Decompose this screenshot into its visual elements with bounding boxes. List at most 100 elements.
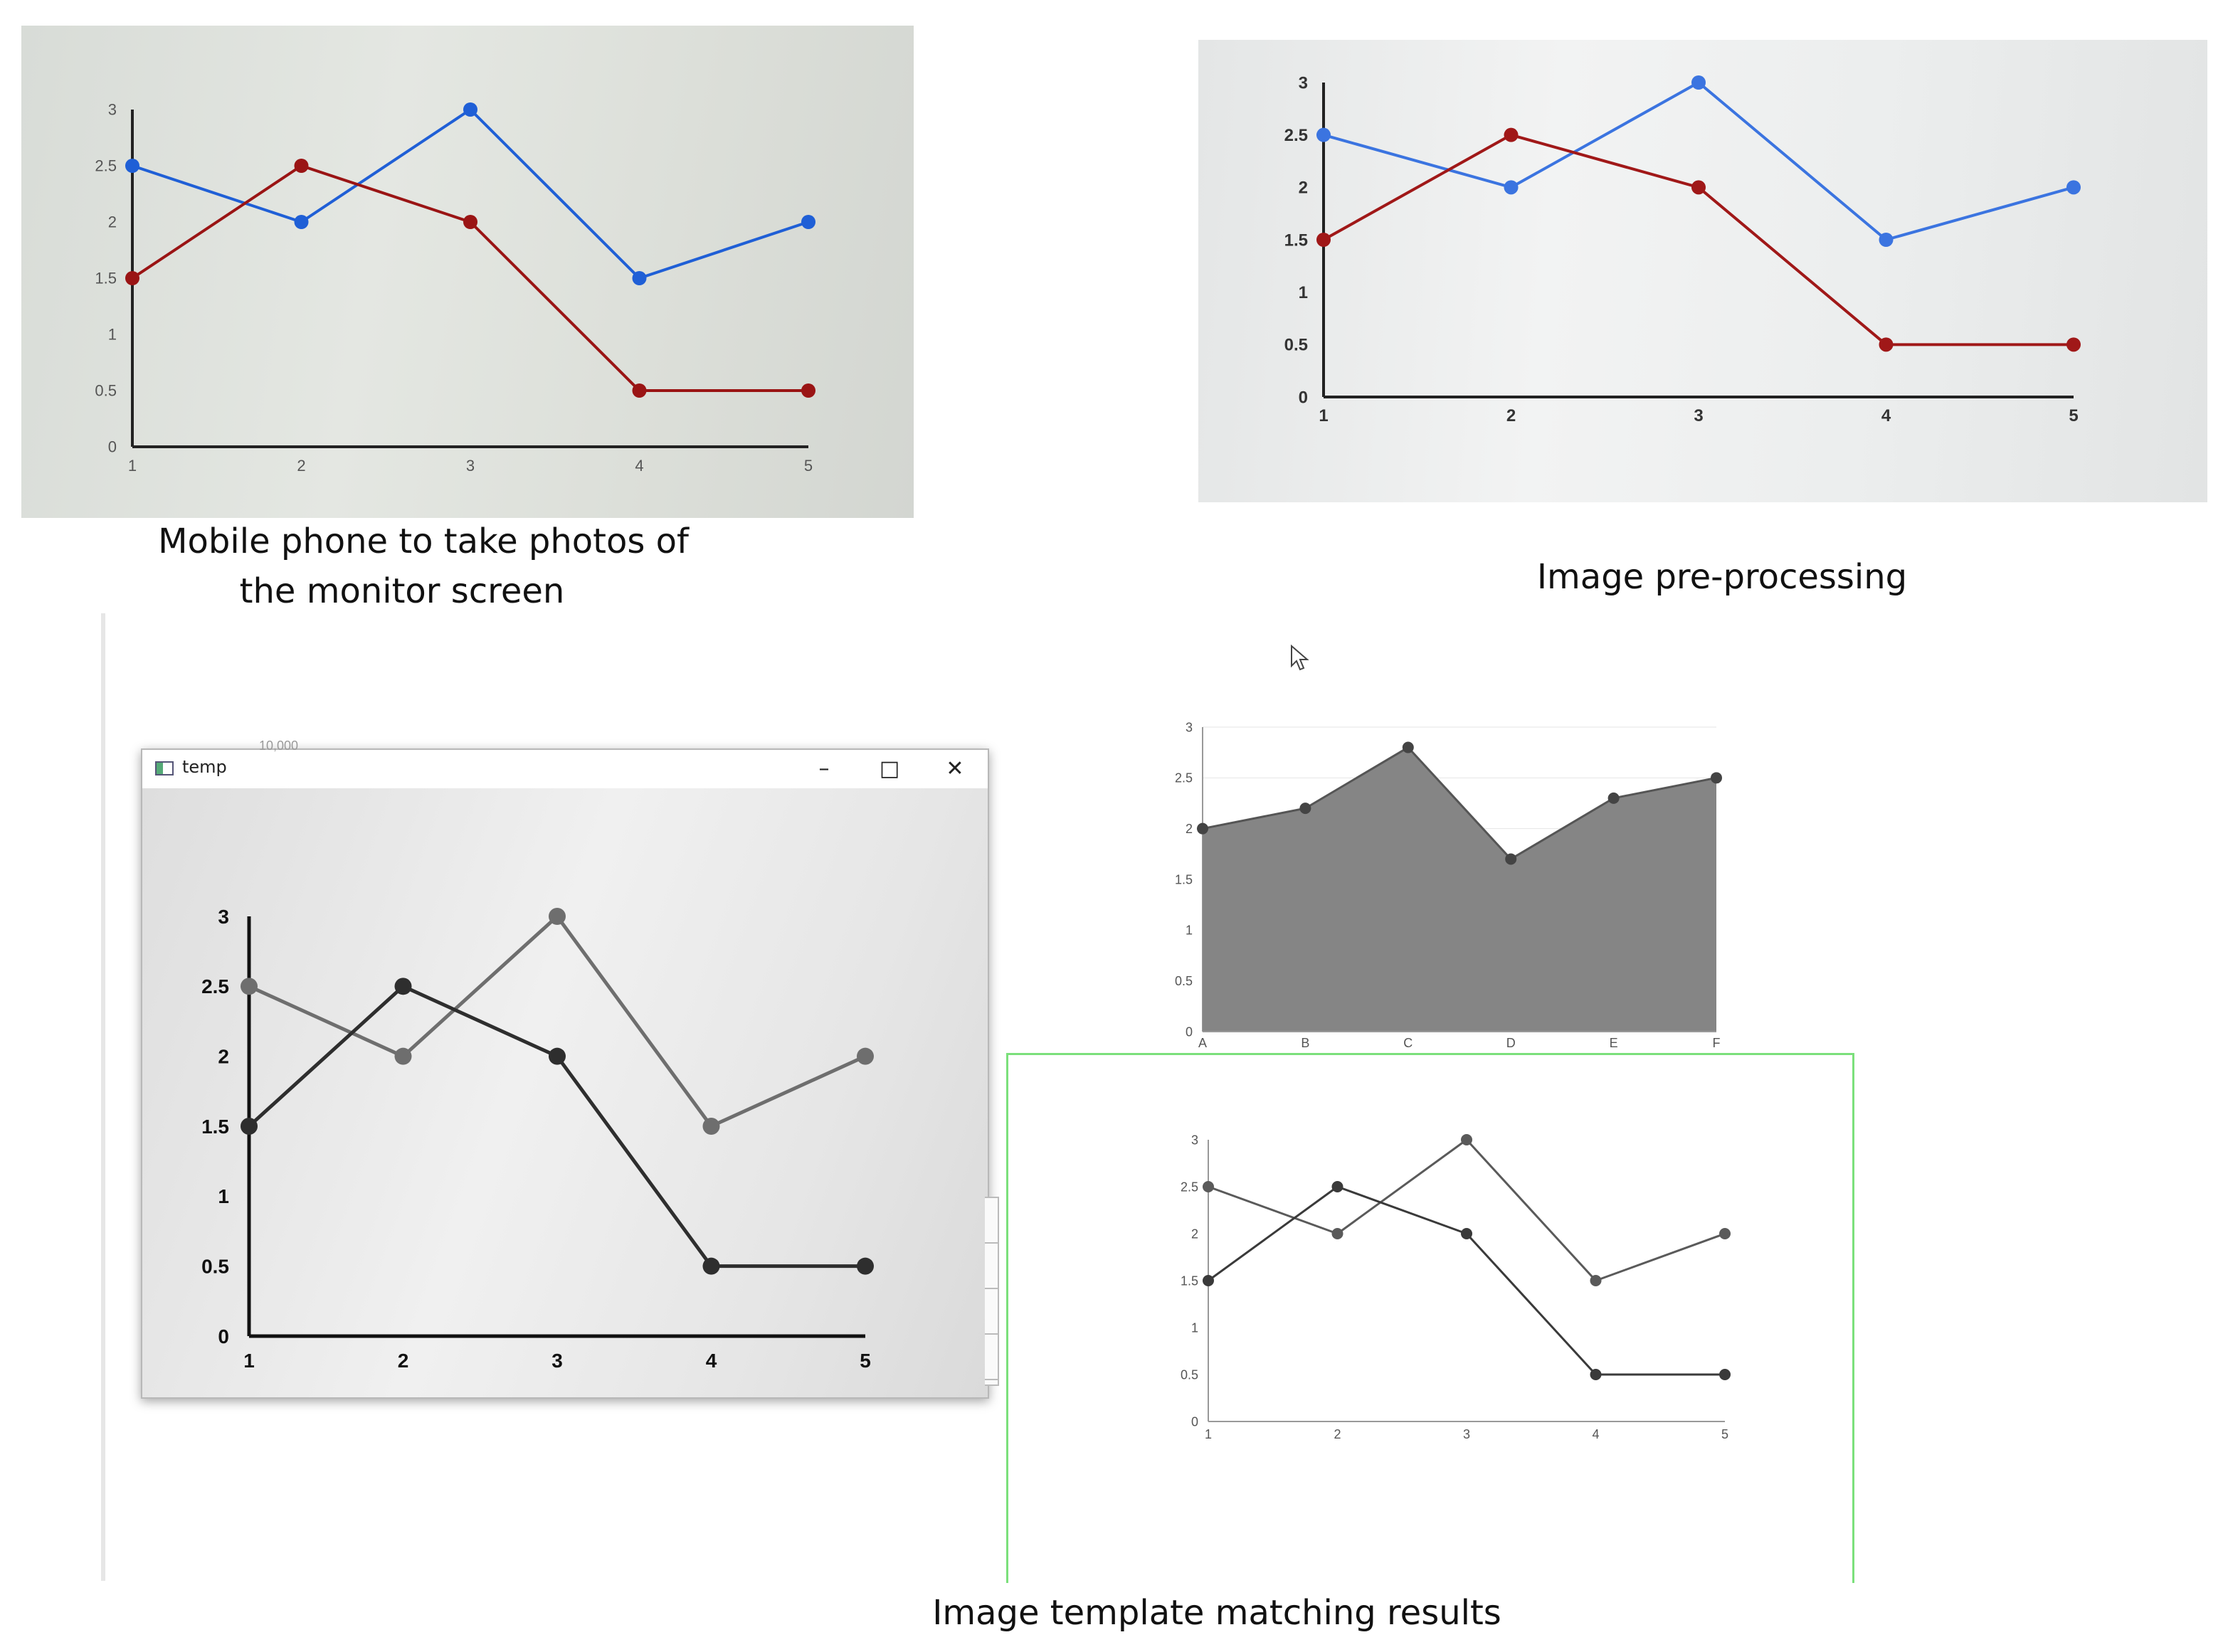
x-tick-label: 2 [1506, 406, 1516, 425]
series-point [1461, 1134, 1472, 1145]
y-tick-label: 3 [1299, 73, 1308, 92]
area-point [1711, 772, 1722, 784]
y-tick-label: 1.5 [95, 270, 117, 287]
series-point [702, 1257, 720, 1275]
y-tick-label: 0 [1191, 1414, 1198, 1429]
x-tick-label: F [1713, 1036, 1721, 1050]
caption-preprocessing: Image pre-processing [1536, 557, 1908, 597]
x-tick-label: 2 [297, 457, 305, 475]
template-area-chart: 0 0.5 1 1.5 2 2.5 3 A B C D E F [1175, 720, 1722, 1050]
y-tick-label: 3 [108, 101, 117, 119]
y-tick-label: 2.5 [95, 157, 117, 175]
phone-photo-chart: 0 0.5 1 1.5 2 2.5 3 1 2 3 4 5 [95, 101, 815, 475]
series-point [801, 383, 815, 398]
x-tick-label: 3 [1694, 406, 1703, 425]
phone-photo-panel: 0 0.5 1 1.5 2 2.5 3 1 2 3 4 5 [21, 26, 914, 518]
series-point [1203, 1181, 1214, 1192]
maximize-button[interactable]: □ [879, 756, 900, 781]
area-point [1505, 853, 1517, 865]
series-point [632, 383, 647, 398]
y-tick-label: 1.5 [1175, 872, 1193, 886]
area-point [1197, 822, 1208, 835]
x-tick-label: A [1198, 1036, 1207, 1050]
series-point [632, 271, 647, 285]
x-tick-label: 5 [860, 1350, 871, 1372]
series-point [1331, 1228, 1343, 1239]
x-tick-label: D [1506, 1036, 1516, 1050]
preprocessed-panel: 0 0.5 1 1.5 2 2.5 3 1 2 3 4 5 [1198, 40, 2207, 502]
caption-phone-photo: Mobile phone to take photos of the monit… [107, 517, 740, 616]
grayscale-chart: 0 0.5 1 1.5 2 2.5 3 1 2 3 4 5 [201, 906, 874, 1372]
y-tick-label: 2.5 [1175, 771, 1193, 785]
x-tick-label: 5 [804, 457, 813, 475]
series-point [1719, 1369, 1731, 1380]
x-tick-label: C [1403, 1036, 1413, 1050]
series-point [857, 1257, 874, 1275]
background-panel-edge [985, 1197, 999, 1386]
series-point [702, 1118, 720, 1135]
series-point [801, 215, 815, 229]
series-line [132, 108, 809, 280]
y-tick-label: 3 [1186, 720, 1193, 734]
y-tick-label: 0 [218, 1325, 229, 1347]
x-tick-label: E [1610, 1036, 1618, 1050]
y-tick-label: 2 [1191, 1227, 1198, 1241]
window-image-canvas: 0 0.5 1 1.5 2 2.5 3 1 2 3 4 5 [142, 788, 988, 1397]
series-point [1504, 127, 1519, 142]
x-tick-label: 5 [1721, 1427, 1728, 1441]
y-tick-label: 1 [1299, 283, 1308, 302]
y-tick-label: 1 [1186, 923, 1193, 938]
series-point [463, 102, 477, 117]
series-point [857, 1047, 874, 1065]
series-point [241, 1118, 258, 1135]
x-tick-label: B [1301, 1036, 1309, 1050]
x-tick-label: 1 [1205, 1427, 1212, 1441]
x-tick-label: 4 [1592, 1427, 1599, 1441]
preprocessed-chart: 0 0.5 1 1.5 2 2.5 3 1 2 3 4 5 [1284, 73, 2081, 425]
app-window-icon [155, 761, 174, 775]
y-tick-label: 1 [1191, 1320, 1198, 1335]
template-line-panel: 0 0.5 1 1.5 2 2.5 3 1 2 3 4 5 [1167, 1124, 1736, 1458]
window-titlebar[interactable]: temp – □ ✕ [142, 750, 988, 788]
y-tick-label: 0.5 [1284, 336, 1308, 355]
background-tick-label: 10,000 [259, 738, 299, 753]
caption-matching: Image template matching results [932, 1593, 1501, 1633]
area-point [1607, 792, 1620, 804]
x-tick-label: 4 [1881, 406, 1891, 425]
window-title: temp [182, 757, 227, 777]
series-point [294, 159, 309, 173]
x-tick-label: 3 [551, 1350, 563, 1372]
series-point [241, 978, 258, 995]
y-tick-label: 1.5 [201, 1116, 229, 1138]
series-point [1691, 180, 1706, 195]
series-point [1719, 1228, 1731, 1239]
y-tick-label: 2 [1186, 822, 1193, 836]
y-tick-label: 3 [218, 906, 229, 928]
series-line [1208, 1138, 1726, 1282]
series-point [1590, 1369, 1602, 1380]
series-point [1691, 75, 1706, 90]
mouse-pointer-icon [1291, 645, 1309, 671]
template-line-chart: 0 0.5 1 1.5 2 2.5 3 1 2 3 4 5 [1181, 1133, 1731, 1441]
series-point [394, 1047, 412, 1065]
series-point [1590, 1275, 1602, 1286]
y-tick-label: 0 [1299, 388, 1308, 407]
series-point [394, 978, 412, 995]
area-point [1299, 803, 1311, 815]
y-tick-label: 2.5 [201, 975, 229, 997]
x-tick-label: 4 [635, 457, 643, 475]
screen-edge-divider [101, 613, 105, 1581]
y-tick-label: 2 [1299, 179, 1308, 198]
series-line [248, 914, 867, 1128]
y-tick-label: 2.5 [1181, 1180, 1198, 1194]
series-point [1316, 233, 1331, 247]
series-point [294, 215, 309, 229]
caption-phone-photo-line2: the monitor screen [239, 571, 565, 611]
temp-window[interactable]: temp – □ ✕ 0 0.5 1 1.5 2 2.5 3 1 2 3 4 5 [141, 748, 989, 1399]
y-tick-label: 2.5 [1284, 126, 1308, 145]
close-button[interactable]: ✕ [946, 756, 964, 781]
template-area-panel: 0 0.5 1 1.5 2 2.5 3 A B C D E F [1167, 711, 1736, 1060]
area-series-line [1202, 746, 1717, 861]
minimize-button[interactable]: – [818, 756, 830, 781]
caption-phone-photo-line1: Mobile phone to take photos of [158, 521, 689, 561]
